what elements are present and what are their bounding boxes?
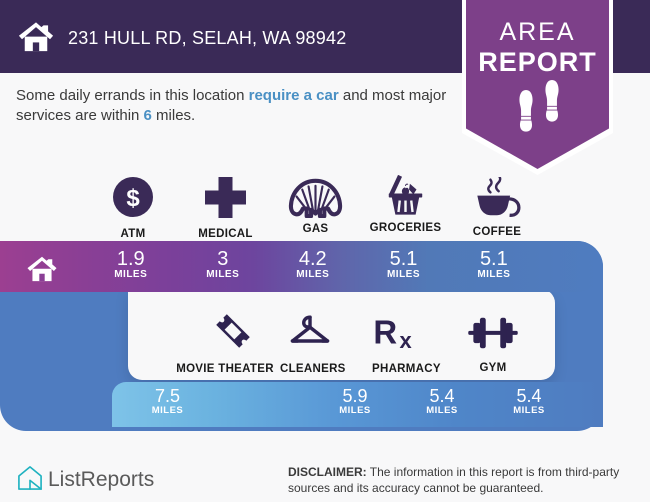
svg-text:R: R: [373, 314, 397, 351]
svg-text:x: x: [400, 328, 413, 353]
svg-text:$: $: [126, 185, 140, 212]
